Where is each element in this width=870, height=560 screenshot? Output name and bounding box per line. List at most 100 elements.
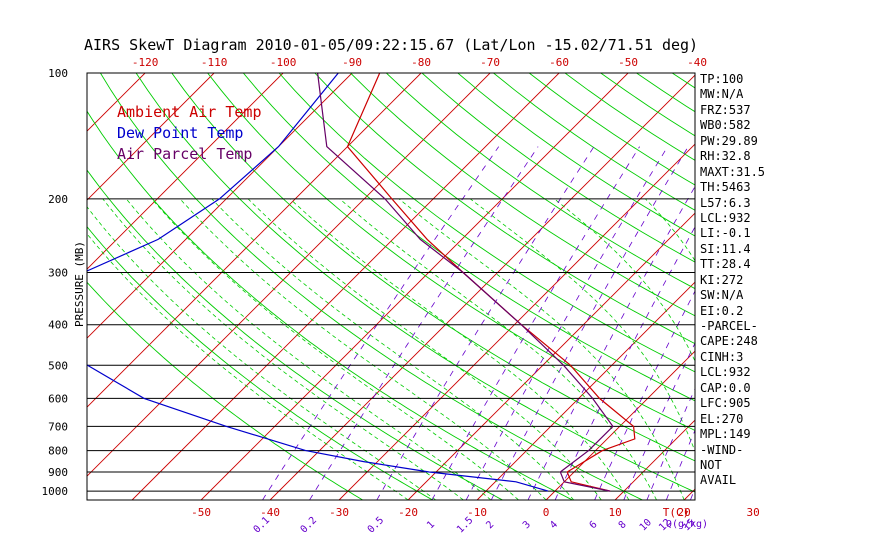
isotherm-line — [614, 419, 695, 500]
bottom-temp-tick-label: 10 — [608, 506, 621, 519]
chart-title: AIRS SkewT Diagram 2010-01-05/09:22:15.6… — [84, 36, 698, 54]
pressure-tick-label: 400 — [48, 319, 68, 332]
pressure-tick-label: 900 — [48, 466, 68, 479]
bottom-temp-tick-label: 0 — [543, 506, 550, 519]
isotherm-line — [545, 350, 695, 500]
top-temp-tick-label: -100 — [270, 56, 297, 69]
sounding-index-item: LI:-0.1 — [700, 226, 751, 241]
sounding-index-item: SI:11.4 — [700, 241, 751, 256]
legend-entry: Ambient Air Temp — [117, 103, 262, 121]
top-temp-tick-label: -60 — [549, 56, 569, 69]
dry-adiabat-line — [87, 110, 573, 500]
bottom-temp-tick-label: 30 — [746, 506, 759, 519]
moist-adiabat-line — [398, 198, 685, 500]
pressure-tick-label: 600 — [48, 392, 68, 405]
dry-adiabat-line — [87, 169, 503, 500]
legend-entry: Air Parcel Temp — [117, 145, 252, 163]
bottom-temp-tick-label: -40 — [260, 506, 280, 519]
moist-adiabat-line — [470, 198, 695, 453]
pressure-tick-label: 300 — [48, 267, 68, 280]
sounding-index-item: NOT — [700, 457, 722, 472]
sounding-index-item: MAXT:31.5 — [700, 164, 766, 179]
bottom-temp-tick-label: -20 — [398, 506, 418, 519]
top-temp-tick-label: -80 — [411, 56, 431, 69]
sounding-index-item: CAPE:248 — [700, 334, 758, 349]
sounding-index-item: LCL:932 — [700, 210, 751, 225]
mixing-ratio-tick-label: 6 — [588, 519, 600, 531]
isotherm-line — [87, 73, 284, 270]
dry-adiabat-line — [278, 73, 695, 373]
top-temp-tick-label: -120 — [132, 56, 159, 69]
dry-adiabat-lines — [87, 73, 695, 500]
mixing-ratio-unit-label: Q(g/kg) — [666, 519, 708, 530]
sounding-index-item: RH:32.8 — [700, 149, 751, 164]
mixing-ratio-line — [465, 146, 668, 500]
mixing-ratio-tick-label: 10 — [638, 517, 654, 533]
isotherm-line — [87, 73, 491, 477]
moist-adiabat-line — [247, 198, 602, 500]
axis-tick-labels: 0.1 0.2 0.5 1 1.5 2 3 4 6 8 10 12 15Q(g/kg)100200300… — [42, 56, 760, 536]
sounding-index-item: KI:272 — [700, 272, 744, 287]
mixing-ratio-line — [527, 185, 695, 500]
x-axis-unit-label: T(C) — [663, 506, 690, 519]
dry-adiabat-line — [385, 73, 695, 290]
moist-adiabat-line — [125, 198, 492, 500]
isotherm-line — [0, 73, 7, 500]
legend: Ambient Air Temp Dew Point Temp Air Parcel… — [117, 103, 262, 163]
mixing-ratio-tick-label: 0.5 — [366, 515, 387, 536]
sounding-index-item: CINH:3 — [700, 349, 744, 364]
isotherm-line — [407, 212, 695, 500]
sounding-index-item: EI:0.2 — [700, 303, 744, 318]
top-temp-tick-label: -70 — [480, 56, 500, 69]
sounding-index-item: TT:28.4 — [700, 257, 751, 272]
mixing-ratio-tick-label: 1 — [425, 519, 437, 531]
dry-adiabat-line — [87, 226, 433, 500]
profile-series — [87, 73, 636, 492]
dry-adiabat-line — [135, 73, 695, 493]
top-temp-tick-label: -90 — [342, 56, 362, 69]
top-temp-tick-label: -40 — [687, 56, 707, 69]
dry-adiabat-line — [421, 73, 695, 263]
sounding-index-item: CAP:0.0 — [700, 380, 751, 395]
moist-adiabat-line — [289, 198, 630, 500]
pressure-tick-label: 200 — [48, 193, 68, 206]
sounding-indices-panel: TP:100 MW:N/A FRZ:537 WB0:582 PW:29.89 RH:32.… — [700, 72, 865, 489]
isotherm-line — [269, 74, 695, 500]
moist-adiabat-lines — [87, 198, 695, 500]
pressure-tick-label: 100 — [48, 67, 68, 80]
isotherm-line — [131, 73, 560, 500]
sounding-index-item: TH:5463 — [700, 180, 751, 195]
mixing-ratio-tick-label: 4 — [548, 519, 560, 531]
mixing-ratio-tick-label: 0.2 — [299, 515, 320, 536]
isotherm-line — [87, 73, 422, 408]
isotherm-line — [87, 73, 215, 201]
sounding-index-item: AVAIL — [700, 473, 737, 488]
sounding-index-item: PW:29.89 — [700, 133, 758, 148]
mixing-ratio-line — [262, 146, 500, 500]
sounding-index-item: EL:270 — [700, 411, 744, 426]
top-temp-tick-label: -110 — [201, 56, 228, 69]
series-line-ambient-air-temp — [346, 73, 636, 492]
dry-adiabat-line — [350, 73, 695, 317]
isotherm-line — [0, 73, 76, 500]
sounding-index-item: SW:N/A — [700, 288, 744, 303]
dry-adiabat-line — [207, 73, 695, 431]
dry-adiabat-line — [314, 73, 695, 345]
series-line-dew-point-temp — [87, 73, 549, 492]
sounding-index-item: MW:N/A — [700, 87, 744, 102]
moist-adiabat-line — [211, 198, 575, 500]
isotherm-line — [200, 73, 629, 500]
bottom-temp-tick-label: 20 — [677, 506, 690, 519]
pressure-tick-label: 500 — [48, 359, 68, 372]
mixing-ratio-tick-label: 3 — [521, 519, 533, 531]
sounding-index-item: -PARCEL- — [700, 319, 758, 333]
sounding-index-item: WB0:582 — [700, 118, 751, 133]
sounding-index-item: LFC:905 — [700, 396, 751, 411]
sounding-index-item: TP:100 — [700, 72, 744, 86]
moist-adiabat-line — [87, 206, 436, 500]
bottom-temp-tick-label: -10 — [467, 506, 487, 519]
sounding-index-item: FRZ:537 — [700, 102, 751, 117]
mixing-ratio-tick-label: 8 — [617, 519, 629, 531]
legend-entry: Dew Point Temp — [117, 124, 243, 142]
